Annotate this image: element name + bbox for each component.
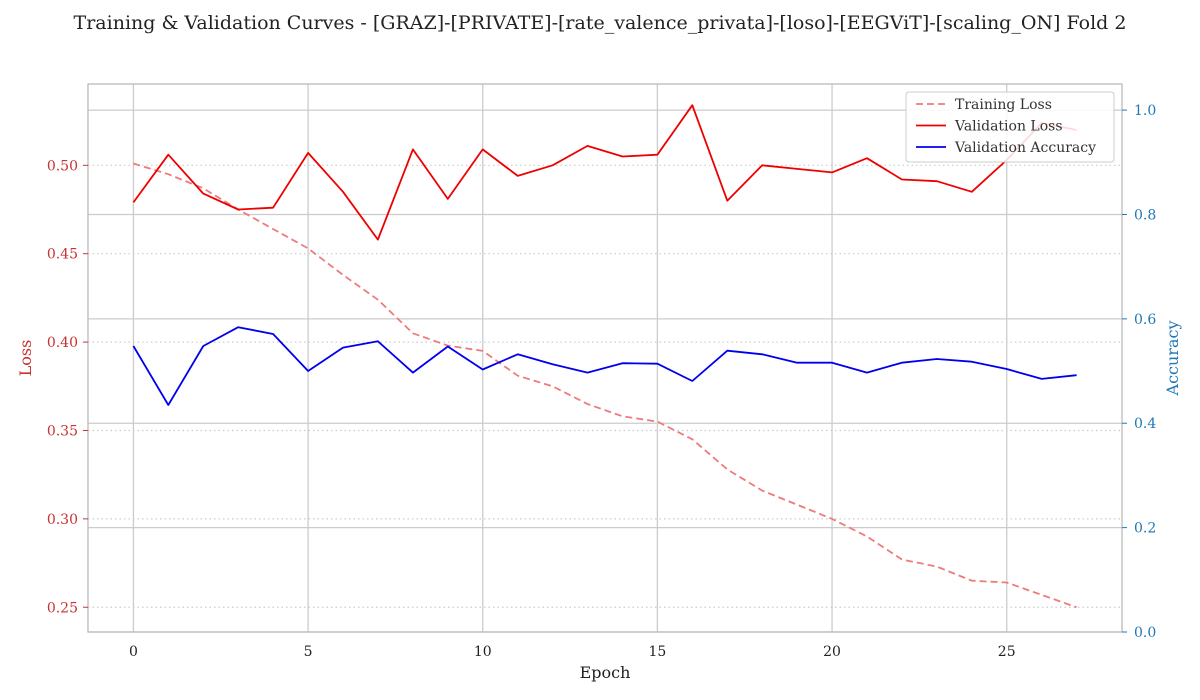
plot-frame: [87, 83, 1123, 633]
plot-area: [88, 84, 1122, 632]
x-tick-label: 5: [304, 644, 313, 660]
training-loss-line: [133, 162, 1077, 609]
legend-box: [905, 91, 1115, 163]
x-tick-label: 0: [129, 644, 138, 660]
legend-label: Training Loss: [955, 97, 1052, 113]
legend-label: Validation Loss: [954, 119, 1063, 135]
right-y-tick-label: 0.0: [1134, 625, 1156, 641]
right-y-tick-label: 0.4: [1134, 416, 1156, 432]
right-y-tick-label: 0.8: [1134, 207, 1156, 223]
right-y-axis-label: Accuracy: [1163, 321, 1182, 397]
x-tick-label: 15: [648, 644, 666, 660]
left-y-tick-label: 0.30: [47, 512, 78, 528]
left-y-axis-label: Loss: [16, 340, 35, 377]
right-y-tick-label: 0.2: [1134, 521, 1156, 537]
validation-accuracy-line: [132, 326, 1077, 406]
left-y-tick-label: 0.45: [47, 247, 78, 263]
x-tick-label: 20: [823, 644, 841, 660]
chart-title: Training & Validation Curves - [GRAZ]-[P…: [74, 12, 1127, 34]
right-y-tick-label: 0.6: [1134, 312, 1156, 328]
x-tick-label: 25: [998, 644, 1016, 660]
x-tick-label: 10: [474, 644, 492, 660]
left-y-tick-label: 0.50: [47, 158, 78, 174]
legend-label: Validation Accuracy: [954, 140, 1096, 156]
x-axis-label: Epoch: [580, 663, 631, 682]
left-y-tick-label: 0.25: [47, 600, 78, 616]
right-y-tick-label: 1.0: [1134, 103, 1156, 119]
left-y-tick-label: 0.40: [47, 335, 78, 351]
validation-loss-line: [132, 104, 1077, 241]
left-y-tick-label: 0.35: [47, 423, 78, 439]
